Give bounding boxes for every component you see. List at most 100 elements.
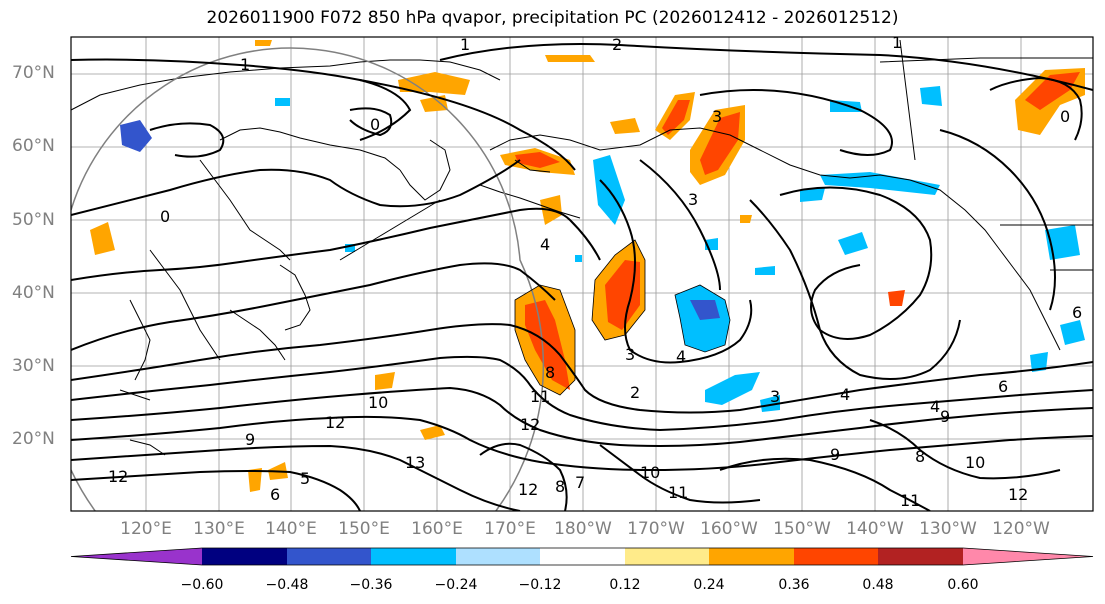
- precip-patch: [888, 290, 905, 306]
- precip-patch: [515, 152, 560, 168]
- precip-patch: [525, 300, 570, 390]
- precip-patch: [255, 40, 272, 46]
- contour-label: 8: [545, 363, 555, 382]
- contour-label: 12: [325, 413, 345, 432]
- colorbar-tick-label: −0.24: [435, 577, 478, 593]
- lon-label: 130°W: [919, 519, 977, 539]
- colorbar-ticks: −0.60 −0.48 −0.36 −0.24 −0.12 0.12 0.24 …: [181, 577, 979, 593]
- lon-label: 150°W: [773, 519, 831, 539]
- contour-label: 6: [1072, 303, 1082, 322]
- contour-label: 5: [300, 469, 310, 488]
- precip-patch: [605, 260, 640, 330]
- precip-patch: [610, 118, 640, 134]
- precip-patch: [90, 222, 115, 255]
- contour-label: 11: [668, 483, 688, 502]
- colorbar-tick-label: −0.48: [266, 577, 309, 593]
- contour-label: 1: [460, 35, 470, 54]
- lon-label: 180°W: [554, 519, 612, 539]
- map-layers: 1 2 1 1 0 0 0 3 3 4 4 4 3 2 3 4 6 8 10 1…: [71, 33, 1093, 511]
- precip-patch: [545, 55, 595, 62]
- contour-label: 12: [518, 480, 538, 499]
- lat-label: 30°N: [12, 356, 55, 376]
- precip-patch: [398, 72, 470, 95]
- contour-label: 11: [530, 387, 550, 406]
- precip-patch: [1025, 72, 1080, 110]
- precip-patch: [760, 395, 780, 412]
- precip-patch: [120, 120, 152, 152]
- precip-patch: [1060, 320, 1085, 345]
- contour-label: 0: [160, 207, 170, 226]
- precip-patch: [420, 425, 445, 440]
- contour-label: 12: [1008, 485, 1028, 504]
- colorbar-segment: [878, 548, 963, 565]
- colorbar-tick-label: 0.12: [609, 577, 640, 593]
- contour-label: 12: [520, 415, 540, 434]
- colorbar-tick-label: −0.60: [181, 577, 224, 593]
- contour-label: 4: [676, 347, 686, 366]
- lon-label: 140°W: [846, 519, 904, 539]
- contour-label: 10: [368, 393, 388, 412]
- latitude-labels: 70°N 60°N 50°N 40°N 30°N 20°N: [12, 63, 55, 449]
- colorbar-tick-label: 0.48: [862, 577, 893, 593]
- contour-label: 3: [688, 190, 698, 209]
- precip-patch: [920, 86, 942, 106]
- contour-label: 10: [965, 453, 985, 472]
- colorbar-tick-label: 0.60: [947, 577, 978, 593]
- lon-label: 140°E: [265, 519, 317, 539]
- map-title: 2026011900 F072 850 hPa qvapor, precipit…: [206, 8, 899, 28]
- longitude-labels: 120°E 130°E 140°E 150°E 160°E 170°E 180°…: [120, 519, 1050, 539]
- contour-label: 7: [575, 473, 585, 492]
- precip-patch: [838, 232, 868, 255]
- precip-patch: [275, 98, 290, 106]
- precip-patch: [1030, 352, 1048, 372]
- precip-patch: [755, 266, 775, 275]
- colorbar-tick-label: −0.12: [519, 577, 562, 593]
- contour-label: 3: [625, 345, 635, 364]
- colorbar-segment: [794, 548, 878, 565]
- lat-label: 40°N: [12, 283, 55, 303]
- contour-label: 11: [900, 491, 920, 510]
- colorbar-segment: [456, 548, 540, 565]
- precip-patch: [690, 300, 720, 320]
- contour-label: 4: [540, 235, 550, 254]
- contour-label: 1: [892, 33, 902, 52]
- colorbar-segment: [540, 548, 625, 565]
- colorbar-segment: [202, 548, 287, 565]
- precip-patch: [1045, 225, 1080, 260]
- lat-label: 60°N: [12, 136, 55, 156]
- colorbar-tick-label: −0.36: [350, 577, 393, 593]
- precip-patch: [248, 468, 262, 492]
- map-frame: [70, 36, 1094, 512]
- lat-label: 20°N: [12, 429, 55, 449]
- contour-label: 3: [712, 107, 722, 126]
- precip-patch: [800, 188, 825, 202]
- precip-patch: [705, 372, 760, 405]
- colorbar-segment: [371, 548, 456, 565]
- contour-label: 8: [915, 447, 925, 466]
- colorbar-segment: [287, 548, 371, 565]
- contour-label: 0: [1060, 107, 1070, 126]
- contour-label: 12: [108, 467, 128, 486]
- colorbar-segment: [709, 548, 794, 565]
- contour-label: 10: [640, 463, 660, 482]
- precip-patch: [700, 112, 740, 175]
- lon-label: 120°E: [120, 519, 172, 539]
- great-circle: [71, 47, 545, 511]
- lon-label: 170°E: [484, 519, 536, 539]
- lon-label: 130°E: [193, 519, 245, 539]
- lon-label: 160°W: [700, 519, 758, 539]
- precipitation-outline-contours: [514, 239, 731, 396]
- contour-label: 9: [830, 445, 840, 464]
- lon-label: 120°W: [992, 519, 1050, 539]
- lat-label: 50°N: [12, 210, 55, 230]
- precip-patch: [740, 215, 752, 223]
- map-background: [71, 37, 1093, 511]
- colorbar-tick-label: 0.36: [778, 577, 809, 593]
- contour-label: 6: [270, 485, 280, 504]
- contour-label: 9: [245, 430, 255, 449]
- contour-label: 13: [405, 453, 425, 472]
- contour-label: 0: [370, 115, 380, 134]
- colorbar-segment: [963, 548, 1093, 565]
- contour-label: 4: [930, 397, 940, 416]
